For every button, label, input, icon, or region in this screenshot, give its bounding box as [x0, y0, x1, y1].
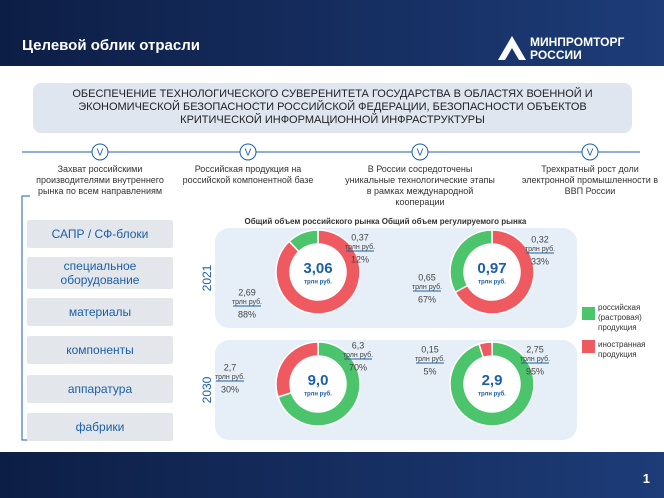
goal-icon-text: V [587, 148, 594, 159]
segment-box: материалы [27, 298, 173, 326]
goal-icon-text: V [97, 148, 104, 159]
goal-text: Захват российскими производителями внутр… [36, 164, 164, 196]
segment-value: 0,15 [421, 344, 439, 354]
donut-total: 2,9 [482, 372, 503, 389]
goal-icon [581, 143, 599, 161]
donut-segment [478, 341, 493, 359]
donut-segment [449, 229, 493, 294]
logo-line: РОССИИ [530, 48, 582, 62]
goal-icon-text: V [417, 148, 424, 159]
footer-bar [0, 452, 664, 498]
legend-text: иностранная продукция [598, 340, 646, 359]
segment-box: специальное оборудование [27, 257, 173, 289]
segment-percent: 67% [418, 294, 436, 304]
donut-segment [275, 229, 361, 315]
segment-percent: 5% [423, 366, 436, 376]
donut-total: 9,0 [308, 372, 329, 389]
segment-box: компоненты [27, 336, 173, 364]
donut-segment [277, 341, 361, 427]
donut-unit: трлн руб. [304, 279, 332, 286]
header-bar [0, 0, 664, 66]
column-title: Общий объем регулируемого рынка [382, 217, 527, 226]
legend-text: российская (растровая) продукция [598, 303, 642, 332]
year: 2030 [200, 376, 214, 403]
segment-unit: трлн руб. [415, 355, 445, 363]
column-title: Общий объем российского рынка [245, 217, 381, 226]
segment-unit: трлн руб. [520, 355, 550, 363]
segment-unit: трлн руб. [412, 283, 442, 291]
segment-percent: 12% [351, 254, 369, 264]
logo-line: МИНПРОМТОРГ [530, 35, 625, 49]
donut-total: 0,97 [477, 260, 506, 277]
segment-percent: 88% [238, 309, 256, 319]
segment-box: фабрики [27, 413, 173, 441]
goal-icon [411, 143, 429, 161]
donut-segment [288, 229, 319, 253]
segment-percent: 70% [349, 362, 367, 372]
legend-swatch [582, 340, 595, 353]
goal-text: Российская продукция на российской компо… [182, 164, 314, 185]
segment-value: 6,3 [352, 340, 365, 350]
goal-text: Трехкратный рост доли электронной промыш… [521, 164, 659, 196]
segment-unit: трлн руб. [343, 351, 373, 359]
donut-center [291, 357, 345, 411]
segment-value: 2,69 [238, 287, 256, 297]
donut-total: 3,06 [303, 260, 332, 277]
segment-value: 0,37 [351, 232, 369, 242]
goal-icon [239, 143, 257, 161]
legend-swatch [582, 307, 595, 320]
segment-box: аппаратура [27, 375, 173, 403]
page-number: 1 [642, 471, 650, 486]
year: 2021 [200, 264, 214, 291]
donut-center [465, 245, 519, 299]
donut-center [291, 245, 345, 299]
segment-unit: трлн руб. [215, 373, 245, 381]
segment-value: 0,32 [531, 234, 549, 244]
segment-value: 0,65 [418, 272, 436, 282]
donut-segment [454, 229, 535, 315]
segment-box: САПР / СФ-блоки [27, 220, 173, 248]
segment-percent: 33% [531, 256, 549, 266]
segment-percent: 30% [221, 384, 239, 394]
donut-segment [275, 341, 319, 398]
donut-unit: трлн руб. [304, 391, 332, 398]
segment-unit: трлн руб. [525, 245, 555, 253]
donut-unit: трлн руб. [478, 279, 506, 286]
logo-text: МИНПРОМТОРГ РОССИИ [530, 36, 624, 62]
bracket [21, 195, 30, 441]
donut-unit: трлн руб. [478, 391, 506, 398]
title: Целевой облик отрасли [22, 37, 200, 54]
logo-icon [498, 36, 526, 60]
donut-center [465, 357, 519, 411]
goal-icon [91, 143, 109, 161]
goal-text: В России сосредоточены уникальные технол… [345, 164, 495, 207]
segment-unit: трлн руб. [345, 243, 375, 251]
segment-value: 2,7 [224, 362, 237, 372]
banner: ОБЕСПЕЧЕНИЕ ТЕХНОЛОГИЧЕСКОГО СУВЕРЕНИТЕТ… [72, 88, 593, 126]
banner-box [33, 83, 632, 133]
segment-value: 2,75 [526, 344, 544, 354]
donut-segment [449, 341, 535, 427]
segment-unit: трлн руб. [232, 298, 262, 306]
goal-icon-text: V [245, 148, 252, 159]
segment-percent: 95% [526, 366, 544, 376]
